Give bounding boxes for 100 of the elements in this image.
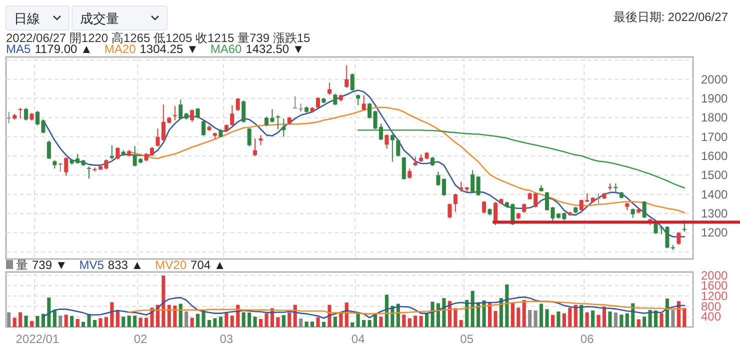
bar <box>82 322 86 327</box>
bar <box>614 312 618 327</box>
bar <box>665 298 670 327</box>
bar <box>362 320 366 327</box>
bar <box>596 314 600 327</box>
candlestick <box>116 146 120 160</box>
text: MA60 <box>210 42 242 56</box>
bar <box>41 314 45 327</box>
bar <box>585 312 589 327</box>
candlestick <box>344 64 349 88</box>
bar <box>356 313 360 327</box>
bar <box>528 310 532 327</box>
text: 1432.50 ▼ <box>246 42 304 56</box>
x-tick-label: 04 <box>351 332 366 346</box>
bar <box>591 310 595 327</box>
candlestick <box>682 220 686 232</box>
candlestick <box>18 108 22 120</box>
bar <box>196 314 200 327</box>
candlestick <box>58 162 62 172</box>
bar <box>47 298 51 327</box>
bar <box>408 318 412 327</box>
candlestick <box>596 192 601 204</box>
candlestick <box>247 128 252 147</box>
bar <box>304 322 308 327</box>
bar <box>574 304 578 327</box>
bar <box>30 321 34 327</box>
y-tick-label: 1900 <box>701 91 728 106</box>
line-series <box>128 300 686 314</box>
bar <box>676 301 680 327</box>
bar <box>162 276 166 327</box>
bar <box>264 313 268 327</box>
bar <box>299 318 303 327</box>
candlestick <box>453 193 458 212</box>
bar <box>510 302 514 327</box>
candlestick <box>642 200 646 219</box>
candlestick <box>356 94 360 106</box>
candlestick <box>476 176 480 196</box>
bar <box>52 310 56 327</box>
bar <box>316 317 320 327</box>
bar <box>12 318 16 327</box>
bar <box>104 317 108 327</box>
bar <box>682 308 686 327</box>
bar <box>540 304 544 327</box>
candlestick <box>408 168 412 179</box>
bar <box>379 316 383 327</box>
bar <box>505 284 509 327</box>
candlestick <box>522 203 526 214</box>
bar <box>384 294 388 327</box>
bar <box>534 310 538 327</box>
x-tick-label: 2022/01 <box>16 332 60 346</box>
candlestick <box>110 144 114 160</box>
text: MV5 <box>79 258 104 272</box>
bar <box>436 303 440 327</box>
bar <box>620 314 624 327</box>
chart-title: 最後日期: 2022/06/27 <box>613 10 728 24</box>
bar <box>224 312 228 327</box>
bar <box>625 313 629 327</box>
candlestick <box>258 134 263 146</box>
candlestick <box>253 138 258 156</box>
candlestick <box>242 100 246 123</box>
candlestick <box>448 203 452 219</box>
bar <box>248 312 252 327</box>
x-tick-label: 02 <box>134 332 148 346</box>
bar <box>419 316 423 327</box>
bar <box>116 310 120 327</box>
bar <box>276 317 280 327</box>
y-tick-label: 1300 <box>701 206 728 221</box>
bar <box>442 298 446 327</box>
candlestick <box>402 156 406 180</box>
bar <box>425 313 429 327</box>
text: MA5 <box>6 42 31 56</box>
candlestick <box>327 82 332 96</box>
candlestick <box>156 128 160 147</box>
bar <box>7 312 11 327</box>
bar <box>368 320 372 327</box>
bar <box>545 309 549 327</box>
candlestick <box>350 73 354 92</box>
candlestick <box>413 156 418 166</box>
bar <box>550 314 555 327</box>
bar <box>70 316 74 327</box>
x-tick-label: 06 <box>580 332 594 346</box>
bar <box>636 319 640 327</box>
candlestick <box>630 208 635 218</box>
bar <box>494 310 498 327</box>
chart-subtitle: 2022/06/27 開1220 高1265 低1205 收1215 量739 漲跌15 <box>6 31 311 45</box>
annotation: 833 ▲ <box>108 258 144 272</box>
candlestick <box>470 170 475 193</box>
bar <box>310 322 314 327</box>
bar <box>488 302 492 327</box>
bar <box>333 316 337 327</box>
bar <box>602 306 606 327</box>
bar <box>76 318 80 327</box>
candlestick <box>6 111 11 124</box>
candlestick <box>368 102 372 120</box>
bar <box>207 320 212 327</box>
bar <box>58 316 62 327</box>
candlestick <box>482 200 486 214</box>
x-tick-label: 05 <box>460 332 474 346</box>
bar <box>516 308 520 327</box>
legend-label: 量 <box>16 258 28 272</box>
